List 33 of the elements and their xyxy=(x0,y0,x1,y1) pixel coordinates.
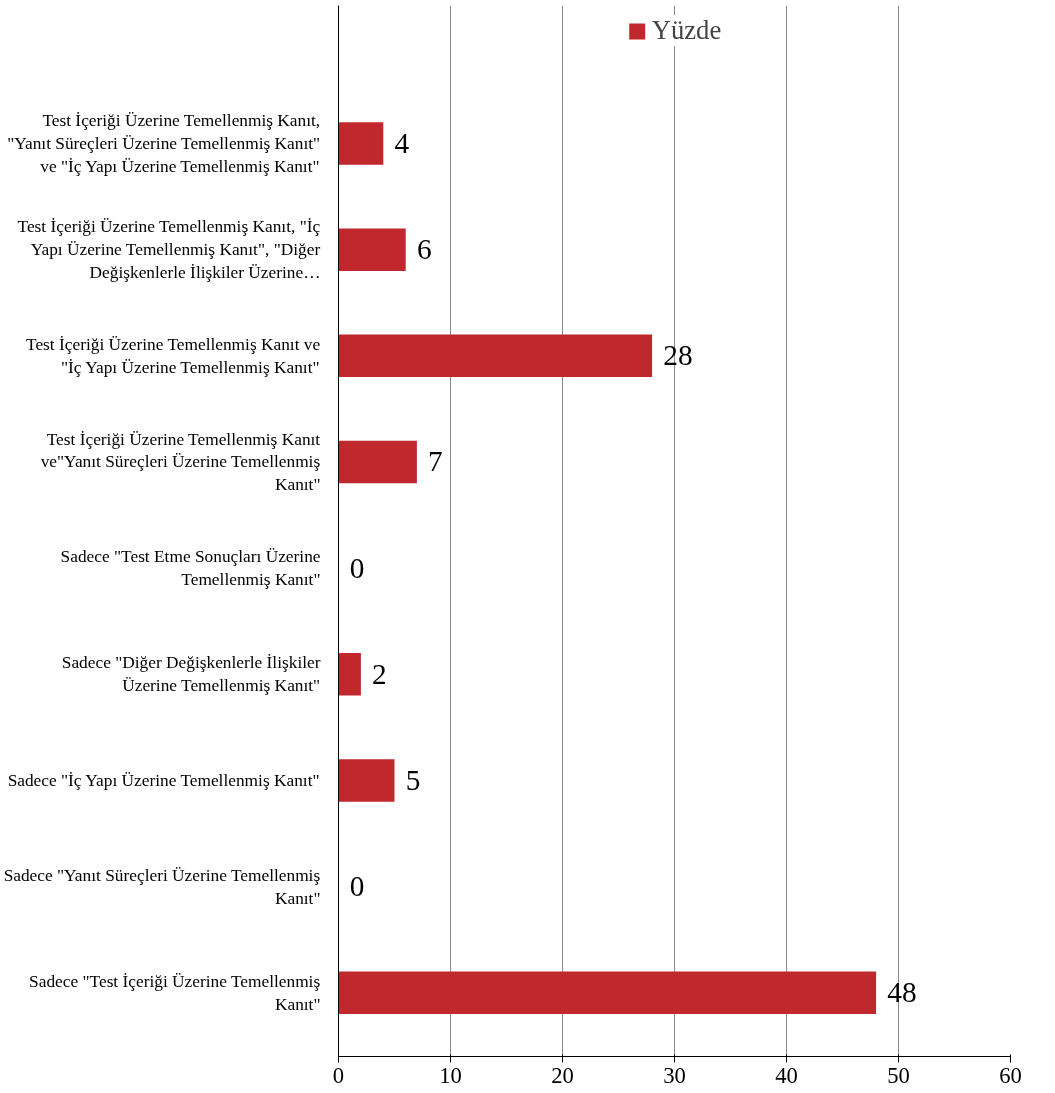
data-label: 2 xyxy=(372,657,387,690)
y-tick-label: Sadece "Test İçeriği Üzerine Temellenmiş Kanıt" xyxy=(29,971,321,1014)
data-label: 28 xyxy=(663,339,693,372)
bar xyxy=(338,228,406,271)
data-label: 4 xyxy=(394,127,410,160)
y-tick-label: Sadece "Test Etme Sonuçları Üzerine Temellenmiş Kanıt" xyxy=(60,547,321,590)
bar xyxy=(338,334,653,378)
legend-label: Yüzde xyxy=(651,15,722,46)
bar xyxy=(338,122,384,165)
y-tick-label: Sadece "İç Yapı Üzerine Temellenmiş Kanıt" xyxy=(7,770,320,790)
y-tick-label: Sadece "Yanıt Süreçleri Üzerine Temellenmiş Kanıt" xyxy=(3,865,321,908)
y-tick-label: Sadece "Diğer Değişkenlerle İlişkiler Üzerine Temellenmiş Kanıt" xyxy=(61,653,321,696)
bar xyxy=(338,971,877,1015)
bar xyxy=(338,759,395,802)
y-tick-label: Test İçeriği Üzerine Temellenmiş Kanıt, "Yanıt Süreçleri Üzerine Temellenmiş Kanıt" ve "İç Yapı Üzerine Temellenmiş Kanıt" xyxy=(7,111,321,176)
data-label: 0 xyxy=(349,870,365,903)
data-label: 7 xyxy=(428,445,443,478)
x-tick-label: 30 xyxy=(663,1062,686,1088)
x-tick-label: 10 xyxy=(439,1062,462,1088)
y-tick-label: Test İçeriği Üzerine Temellenmiş Kanıt ve "İç Yapı Üzerine Temellenmiş Kanıt" xyxy=(26,334,321,377)
bar xyxy=(338,653,361,696)
x-tick-label: 20 xyxy=(551,1062,574,1088)
bar xyxy=(338,440,417,484)
x-tick-label: 50 xyxy=(887,1062,910,1088)
y-tick-label: Test İçeriği Üzerine Temellenmiş Kanıt, "İç Yapı Üzerine Temellenmiş Kanıt", "Diğer Değişkenlerle İlişkiler Üzerine… xyxy=(17,217,321,282)
data-label: 48 xyxy=(887,976,917,1009)
x-tick-label: 60 xyxy=(999,1062,1022,1088)
data-label: 0 xyxy=(349,551,365,584)
y-tick-label: Test İçeriği Üzerine Temellenmiş Kanıt ve"Yanıt Süreçleri Üzerine Temellenmiş Kanıt" xyxy=(40,429,321,495)
x-tick-label: 0 xyxy=(332,1062,345,1088)
x-tick-label: 40 xyxy=(775,1062,798,1088)
data-label: 5 xyxy=(405,763,421,796)
data-label: 6 xyxy=(416,233,432,266)
